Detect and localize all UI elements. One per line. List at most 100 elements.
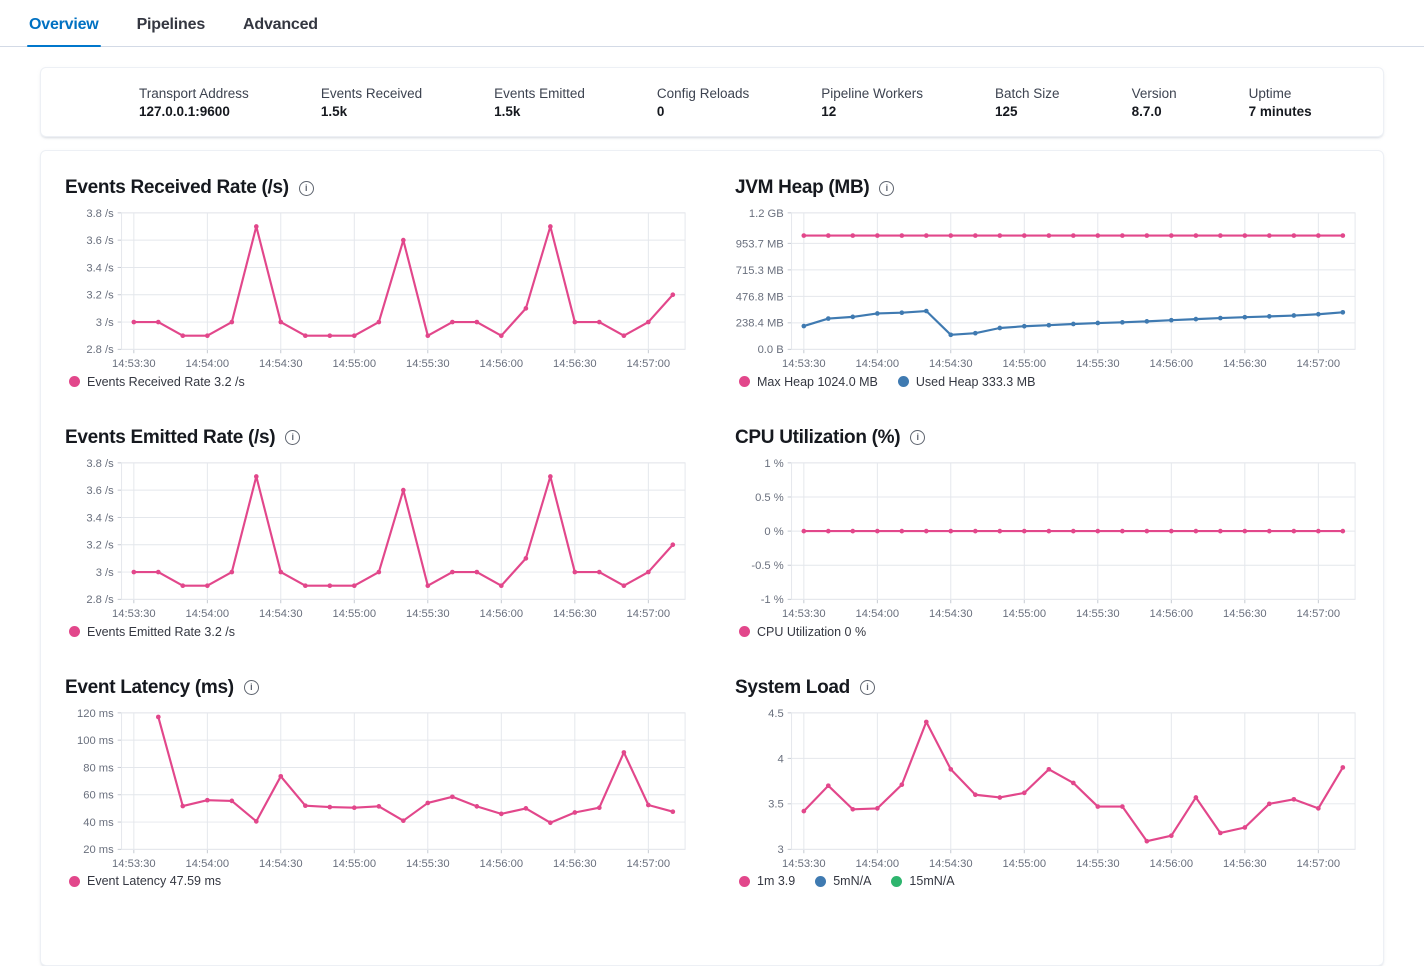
chart-title: Event Latency (ms) xyxy=(65,676,234,698)
tab-overview[interactable]: Overview xyxy=(27,14,101,47)
svg-text:14:53:30: 14:53:30 xyxy=(782,857,826,869)
svg-text:0 %: 0 % xyxy=(764,526,783,538)
info-icon[interactable]: i xyxy=(859,680,875,695)
svg-text:14:56:00: 14:56:00 xyxy=(480,358,524,370)
stat-value: 7 minutes xyxy=(1248,103,1312,119)
legend-item[interactable]: Event Latency 47.59 ms xyxy=(69,874,221,888)
svg-text:14:55:00: 14:55:00 xyxy=(1002,608,1046,620)
stat-item: Uptime 7 minutes xyxy=(1249,86,1312,119)
legend-label: Max Heap 1024.0 MB xyxy=(757,374,878,389)
info-icon[interactable]: i xyxy=(285,430,301,446)
legend-label: 15mN/A xyxy=(909,874,955,889)
chart-header: Events Emitted Rate (/s) i xyxy=(65,427,689,449)
stat-value: 8.7.0 xyxy=(1131,103,1162,119)
svg-text:14:54:30: 14:54:30 xyxy=(259,358,303,370)
stat-item: Version 8.7.0 xyxy=(1132,86,1177,119)
legend-item[interactable]: 5mN/A xyxy=(815,874,871,888)
legend-label: Events Emitted Rate 3.2 /s xyxy=(87,624,235,639)
svg-text:14:56:00: 14:56:00 xyxy=(1150,857,1194,869)
svg-text:80 ms: 80 ms xyxy=(83,762,114,774)
chart-legend: Max Heap 1024.0 MB Used Heap 333.3 MB xyxy=(735,375,1359,389)
svg-text:14:56:30: 14:56:30 xyxy=(1223,857,1267,869)
legend-item[interactable]: Used Heap 333.3 MB xyxy=(897,375,1035,389)
svg-text:14:54:30: 14:54:30 xyxy=(929,358,973,370)
line-chart: 14:53:30 14:54:00 14:54:30 14:55:00 14:55:30… xyxy=(86,458,686,620)
legend-item[interactable]: 15mN/A xyxy=(891,874,955,889)
svg-text:14:57:00: 14:57:00 xyxy=(627,608,671,620)
svg-text:14:55:00: 14:55:00 xyxy=(332,358,376,370)
chart-title: JVM Heap (MB) xyxy=(735,177,870,198)
stat-label: Uptime xyxy=(1248,85,1292,101)
svg-text:3.4 /s: 3.4 /s xyxy=(86,262,114,274)
info-icon[interactable]: i xyxy=(243,680,259,695)
svg-text:14:56:00: 14:56:00 xyxy=(1150,358,1194,370)
svg-text:14:54:00: 14:54:00 xyxy=(186,857,230,869)
svg-text:3.4 /s: 3.4 /s xyxy=(86,512,114,524)
chart-title: System Load xyxy=(735,676,850,698)
svg-text:100 ms: 100 ms xyxy=(77,735,114,747)
svg-text:14:55:30: 14:55:30 xyxy=(1076,358,1120,370)
stat-label: Batch Size xyxy=(995,85,1060,101)
stat-label: Pipeline Workers xyxy=(821,85,924,101)
svg-text:14:54:00: 14:54:00 xyxy=(186,608,230,620)
svg-text:14:53:30: 14:53:30 xyxy=(782,608,826,620)
legend-dot-icon xyxy=(815,875,827,887)
svg-text:14:55:30: 14:55:30 xyxy=(406,358,450,370)
svg-text:14:57:00: 14:57:00 xyxy=(627,857,671,869)
svg-text:60 ms: 60 ms xyxy=(83,789,114,801)
legend-item[interactable]: Max Heap 1024.0 MB xyxy=(739,375,878,389)
tab-pipelines[interactable]: Pipelines xyxy=(135,14,207,46)
legend-item[interactable]: Events Received Rate 3.2 /s xyxy=(69,375,245,389)
stat-label: Transport Address xyxy=(139,85,249,101)
svg-text:953.7 MB: 953.7 MB xyxy=(736,238,784,250)
stat-label: Version xyxy=(1131,85,1177,101)
legend-dot-icon xyxy=(891,875,903,887)
svg-text:14:54:00: 14:54:00 xyxy=(186,358,230,370)
chart-card: Events Received Rate (/s) i 14:53:30 14:5… xyxy=(65,177,689,389)
chart-header: CPU Utilization (%) i xyxy=(735,427,1359,449)
svg-text:-0.5 %: -0.5 % xyxy=(751,560,783,572)
line-chart: 14:53:30 14:54:00 14:54:30 14:55:00 14:55:30… xyxy=(736,208,1356,370)
info-icon[interactable]: i xyxy=(910,430,926,446)
stat-label: Config Reloads xyxy=(656,85,750,101)
legend-dot-icon xyxy=(897,376,909,388)
line-chart: 14:53:30 14:54:00 14:54:30 14:55:00 14:55:30… xyxy=(768,707,1356,869)
svg-text:238.4 MB: 238.4 MB xyxy=(736,318,784,330)
info-icon[interactable]: i xyxy=(298,180,314,196)
svg-text:3 /s: 3 /s xyxy=(96,317,114,329)
legend-item[interactable]: CPU Utilization 0 % xyxy=(739,625,866,639)
svg-text:14:53:30: 14:53:30 xyxy=(112,608,156,620)
info-icon[interactable]: i xyxy=(879,180,895,196)
chart-title: CPU Utilization (%) xyxy=(735,426,901,448)
svg-text:3: 3 xyxy=(778,844,784,856)
stat-value: 0 xyxy=(656,103,665,119)
svg-text:14:56:00: 14:56:00 xyxy=(480,857,524,869)
stat-label: Events Emitted xyxy=(494,85,585,101)
svg-text:14:55:30: 14:55:30 xyxy=(406,608,450,620)
legend-dot-icon xyxy=(69,626,80,637)
stat-value: 1.5k xyxy=(494,103,521,119)
legend-item[interactable]: Events Emitted Rate 3.2 /s xyxy=(69,625,235,639)
chart-card: Events Emitted Rate (/s) i 14:53:30 14:54… xyxy=(65,427,689,639)
chart-legend: 1m 3.9 5mN/A 15mN/A xyxy=(735,874,1359,888)
svg-text:20 ms: 20 ms xyxy=(83,844,114,856)
tab-bar: Overview Pipelines Advanced xyxy=(0,0,1424,47)
svg-text:14:55:00: 14:55:00 xyxy=(1002,358,1046,370)
svg-text:1.2 GB: 1.2 GB xyxy=(749,208,784,220)
line-chart: 14:53:30 14:54:00 14:54:30 14:55:00 14:55:30… xyxy=(86,208,686,370)
chart-card: JVM Heap (MB) i 14:53:30 14:54:00 14:54:30… xyxy=(735,177,1359,389)
chart-legend: Event Latency 47.59 ms xyxy=(65,874,689,888)
stat-item: Pipeline Workers 12 xyxy=(821,86,923,119)
chart-card: CPU Utilization (%) i 14:53:30 14:54:00 14… xyxy=(735,427,1359,639)
tab-advanced[interactable]: Advanced xyxy=(241,14,320,46)
legend-item[interactable]: 1m 3.9 xyxy=(739,874,795,888)
chart-card: Event Latency (ms) i 14:53:30 14:54:00 14:… xyxy=(65,676,689,888)
svg-text:14:56:30: 14:56:30 xyxy=(1223,358,1267,370)
svg-text:476.8 MB: 476.8 MB xyxy=(736,291,784,303)
svg-text:40 ms: 40 ms xyxy=(83,816,114,828)
svg-text:14:55:00: 14:55:00 xyxy=(332,857,376,869)
svg-text:120 ms: 120 ms xyxy=(77,707,114,719)
chart-header: System Load i xyxy=(735,677,1359,699)
stat-item: Events Received 1.5k xyxy=(321,86,422,119)
svg-text:14:56:30: 14:56:30 xyxy=(553,857,597,869)
